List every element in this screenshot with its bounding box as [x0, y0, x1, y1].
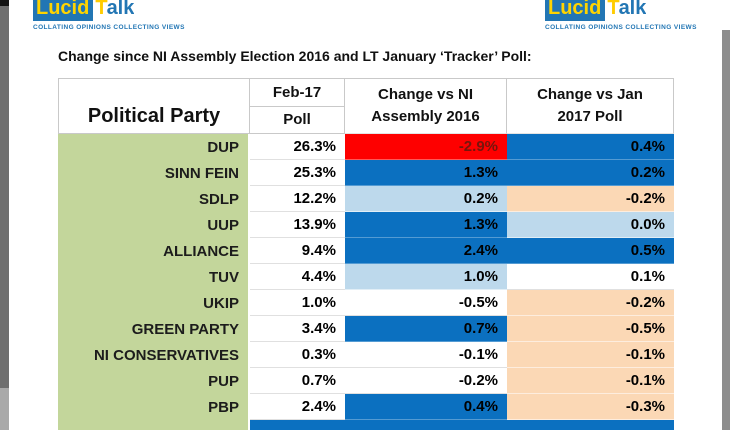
header-change-vs-jan-line2: 2017 Poll: [557, 108, 623, 125]
change-assembly-cell: 0.2%: [345, 186, 507, 212]
party-cell: UKIP: [58, 290, 250, 316]
change-jan-cell: -0.2%: [507, 186, 674, 212]
party-cell: SINN FEIN: [58, 160, 250, 186]
poll-cell: 2.4%: [250, 394, 345, 420]
header-poll: Poll: [283, 111, 311, 129]
table-row-partial: [58, 420, 674, 430]
lucidtalk-logo-left: Lucid Talk COLLATING OPINIONS COLLECTING…: [33, 0, 185, 31]
header-change-vs-assembly-line2: Assembly 2016: [371, 108, 480, 125]
change-jan-cell: -0.5%: [507, 316, 674, 342]
logo-talk-text: Talk: [607, 0, 647, 19]
party-cell: TUV: [58, 264, 250, 290]
change-jan-cell: 0.0%: [507, 212, 674, 238]
table-header: Political Party Feb-17 Poll Change vs NI…: [58, 78, 674, 134]
change-jan-cell: 0.5%: [507, 238, 674, 264]
change-assembly-cell: 2.4%: [345, 238, 507, 264]
poll-cell: 4.4%: [250, 264, 345, 290]
table-row: NI CONSERVATIVES 0.3% -0.1% -0.1%: [58, 342, 674, 368]
party-cell: DUP: [58, 134, 250, 160]
lucidtalk-wordmark: Lucid Talk: [545, 0, 697, 21]
header-political-party: Political Party: [58, 78, 250, 134]
logo-lucid-box: Lucid: [33, 0, 94, 21]
logo-lucid-box: Lucid: [545, 0, 606, 21]
party-cell: UUP: [58, 212, 250, 238]
change-assembly-cell: -0.2%: [345, 368, 507, 394]
change-assembly-cell: -0.1%: [345, 342, 507, 368]
table-row: UUP 13.9% 1.3% 0.0%: [58, 212, 674, 238]
poll-cell: 9.4%: [250, 238, 345, 264]
poll-cell: 1.0%: [250, 290, 345, 316]
change-jan-cell: 0.1%: [507, 264, 674, 290]
party-cell: ALLIANCE: [58, 238, 250, 264]
logo-talk-text: Talk: [95, 0, 135, 19]
change-jan-cell: -0.2%: [507, 290, 674, 316]
poll-cell: 0.7%: [250, 368, 345, 394]
lucidtalk-logo-right: Lucid Talk COLLATING OPINIONS COLLECTING…: [545, 0, 697, 31]
right-border-strip: [722, 30, 730, 430]
change-jan-cell: -0.1%: [507, 342, 674, 368]
change-assembly-cell: -2.9%: [345, 134, 507, 160]
change-assembly-cell: 1.3%: [345, 160, 507, 186]
party-cell: GREEN PARTY: [58, 316, 250, 342]
header-change-vs-assembly-line1: Change vs NI: [377, 86, 474, 104]
change-jan-cell: -0.3%: [507, 394, 674, 420]
change-assembly-cell: 1.3%: [345, 212, 507, 238]
party-cell: PBP: [58, 394, 250, 420]
poll-cell: 12.2%: [250, 186, 345, 212]
poll-cell: 26.3%: [250, 134, 345, 160]
change-assembly-cell: [345, 420, 507, 430]
header-feb17: Feb-17: [250, 79, 344, 107]
table-row: GREEN PARTY 3.4% 0.7% -0.5%: [58, 316, 674, 342]
poll-table: Political Party Feb-17 Poll Change vs NI…: [58, 78, 674, 430]
poll-cell: 0.3%: [250, 342, 345, 368]
change-assembly-cell: 0.7%: [345, 316, 507, 342]
table-row: UKIP 1.0% -0.5% -0.2%: [58, 290, 674, 316]
left-border-strip-light: [0, 388, 9, 430]
party-cell: [58, 420, 250, 430]
poll-cell: [250, 420, 345, 430]
header-change-vs-jan-line1: Change vs Jan: [537, 86, 643, 104]
header-change-vs-jan: Change vs Jan 2017 Poll: [507, 78, 674, 134]
table-row: DUP 26.3% -2.9% 0.4%: [58, 134, 674, 160]
table-row: PBP 2.4% 0.4% -0.3%: [58, 394, 674, 420]
logo-lucid-text: Lucid: [548, 0, 602, 19]
party-cell: NI CONSERVATIVES: [58, 342, 250, 368]
top-left-black-mark: [0, 0, 9, 6]
left-border-strip: [0, 0, 9, 430]
header-feb17-poll: Feb-17 Poll: [250, 78, 345, 134]
poll-cell: 3.4%: [250, 316, 345, 342]
poll-cell: 25.3%: [250, 160, 345, 186]
change-jan-cell: 0.2%: [507, 160, 674, 186]
logo-tagline: COLLATING OPINIONS COLLECTING VIEWS: [545, 24, 697, 31]
logo-tagline: COLLATING OPINIONS COLLECTING VIEWS: [33, 24, 185, 31]
change-assembly-cell: 1.0%: [345, 264, 507, 290]
party-cell: SDLP: [58, 186, 250, 212]
page-title: Change since NI Assembly Election 2016 a…: [58, 48, 532, 64]
change-jan-cell: [507, 420, 674, 430]
change-assembly-cell: 0.4%: [345, 394, 507, 420]
table-row: TUV 4.4% 1.0% 0.1%: [58, 264, 674, 290]
change-jan-cell: -0.1%: [507, 368, 674, 394]
table-row: SDLP 12.2% 0.2% -0.2%: [58, 186, 674, 212]
table-row: PUP 0.7% -0.2% -0.1%: [58, 368, 674, 394]
table-row: SINN FEIN 25.3% 1.3% 0.2%: [58, 160, 674, 186]
change-jan-cell: 0.4%: [507, 134, 674, 160]
header-change-vs-assembly: Change vs NI Assembly 2016: [345, 78, 507, 134]
lucidtalk-wordmark: Lucid Talk: [33, 0, 185, 21]
poll-cell: 13.9%: [250, 212, 345, 238]
change-assembly-cell: -0.5%: [345, 290, 507, 316]
logo-lucid-text: Lucid: [36, 0, 90, 19]
table-body: DUP 26.3% -2.9% 0.4% SINN FEIN 25.3% 1.3…: [58, 134, 674, 420]
party-cell: PUP: [58, 368, 250, 394]
table-row: ALLIANCE 9.4% 2.4% 0.5%: [58, 238, 674, 264]
